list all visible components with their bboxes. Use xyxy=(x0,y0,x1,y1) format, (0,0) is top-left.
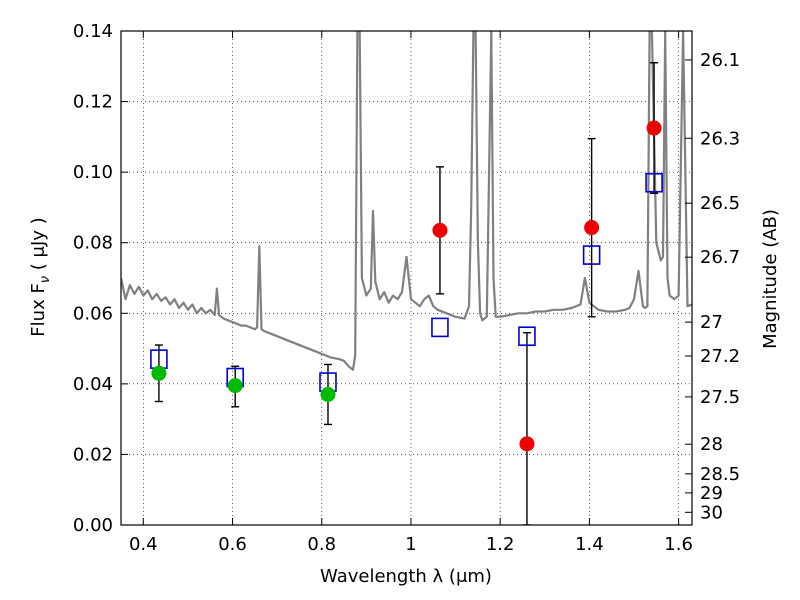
y-tick-label: 0.08 xyxy=(73,233,113,254)
photometry-point xyxy=(519,436,535,452)
photometry-point xyxy=(432,222,448,238)
marker-layer xyxy=(150,120,663,452)
y-tick-label: 0.00 xyxy=(73,515,113,536)
right-tick-label: 26.5 xyxy=(700,193,740,214)
spectrum-line xyxy=(121,31,692,371)
x-tick-label: 1 xyxy=(405,534,416,555)
y-tick-label: 0.14 xyxy=(73,21,113,42)
spectrum-layer xyxy=(121,31,692,371)
right-tick-label: 27.2 xyxy=(700,346,740,367)
model-square-marker xyxy=(645,172,663,193)
grid xyxy=(121,30,692,526)
x-tick-label: 1.6 xyxy=(664,534,693,555)
x-tick-label: 1.2 xyxy=(486,534,515,555)
right-tick-label: 29 xyxy=(700,483,723,504)
photometry-point xyxy=(151,365,167,381)
right-tick-label: 27 xyxy=(700,312,723,333)
right-tick-label: 27.5 xyxy=(700,387,740,408)
right-tick-label: 26.1 xyxy=(700,50,740,71)
y-tick-label: 0.02 xyxy=(73,444,113,465)
photometry-point xyxy=(646,120,662,136)
model-square-marker xyxy=(518,326,536,347)
model-square-marker xyxy=(431,317,449,338)
y-axis-label-left-sub: ν xyxy=(38,276,53,283)
plot-frame xyxy=(120,30,693,526)
right-tick-label: 30 xyxy=(700,502,723,523)
photometry-point xyxy=(227,378,243,394)
y-axis-label-left-unit: ( μJy ) xyxy=(28,217,49,276)
photometry-point xyxy=(584,220,600,236)
model-square-marker xyxy=(582,245,601,265)
y-tick-label: 0.12 xyxy=(73,92,113,113)
right-tick-label: 28 xyxy=(700,434,723,455)
y-axis-label-right: Magnitude (AB) xyxy=(760,209,781,349)
ticks: 0.4 0.6 0.8 1 1.2 1.4 1.6 0.00 0.02 0.04 0.06 0.08 0… xyxy=(73,21,740,555)
x-tick-label: 0.6 xyxy=(218,534,247,555)
right-tick-label: 26.3 xyxy=(700,128,740,149)
right-tick-label: 28.5 xyxy=(700,464,740,485)
x-tick-label: 1.4 xyxy=(575,534,604,555)
y-axis-label-left-main: Flux F xyxy=(28,283,49,337)
x-tick-label: 0.4 xyxy=(129,534,158,555)
y-tick-label: 0.06 xyxy=(73,303,113,324)
y-tick-label: 0.04 xyxy=(73,374,113,395)
y-tick-label: 0.10 xyxy=(73,162,113,183)
photometry-point xyxy=(320,386,336,402)
y-axis-label-left: Flux Fν ( μJy ) xyxy=(28,217,53,336)
x-axis-label: Wavelength λ (μm) xyxy=(320,566,492,587)
x-tick-label: 0.8 xyxy=(307,534,336,555)
right-tick-label: 26.7 xyxy=(700,247,740,268)
